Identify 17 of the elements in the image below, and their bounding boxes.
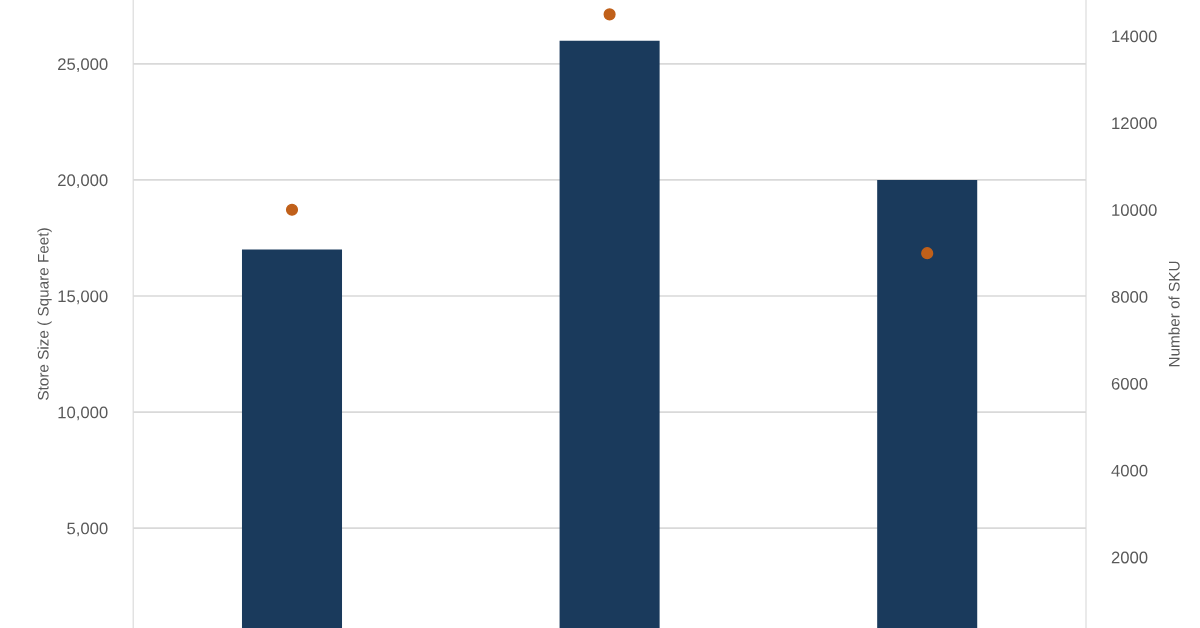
- y-tick-label: 10,000: [58, 406, 108, 421]
- y2-axis-title: Number of SKU: [1168, 261, 1180, 367]
- y2-tick-label: 2000: [1111, 551, 1148, 564]
- y-tick-label: 25,000: [58, 58, 108, 73]
- y-tick-label: 15,000: [58, 290, 108, 305]
- y2-tick-label: 8000: [1111, 291, 1148, 303]
- point: [921, 247, 934, 260]
- point: [603, 8, 616, 21]
- y-tick-label: 20,000: [58, 174, 108, 189]
- point: [285, 203, 299, 216]
- y2-tick-label: 6000: [1111, 377, 1148, 390]
- y-tick-label: 5,000: [67, 522, 108, 537]
- y2-tick-label: 4000: [1111, 464, 1148, 477]
- y2-tick-label: 14000: [1112, 30, 1157, 43]
- y-axis-title: Store Size ( Square Feet): [37, 228, 52, 400]
- y2-tick-label: 12000: [1112, 117, 1157, 130]
- y2-tick-label: 10000: [1112, 204, 1157, 216]
